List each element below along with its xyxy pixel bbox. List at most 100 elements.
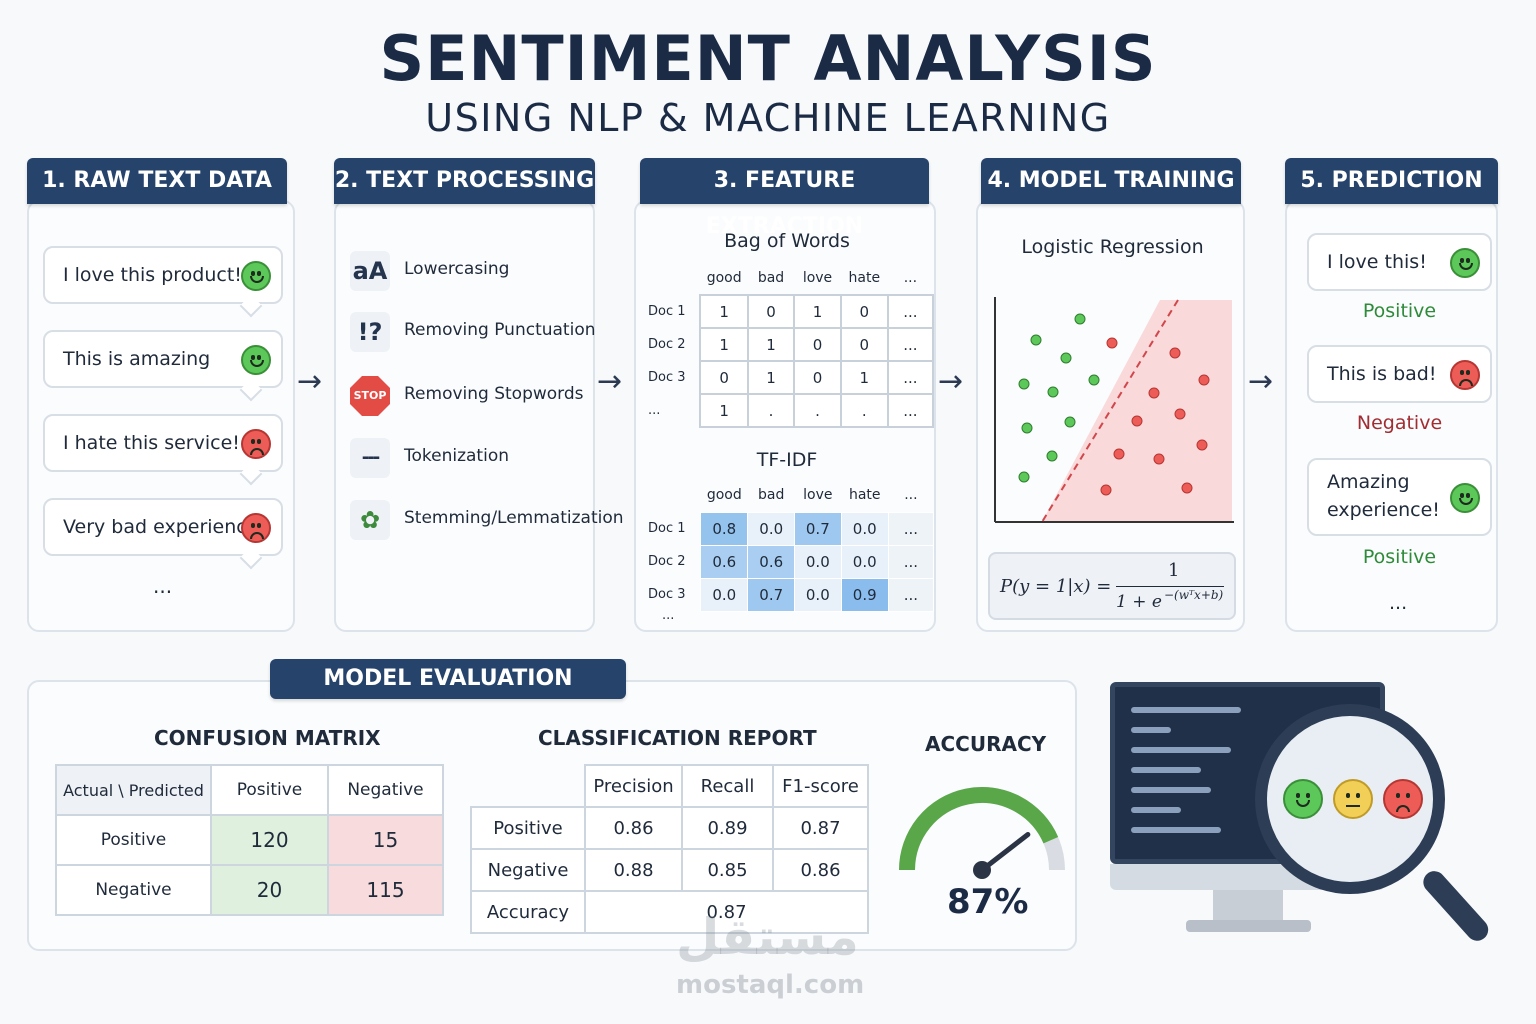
cr-cell: 0.86 xyxy=(584,806,683,850)
cell: 0 xyxy=(746,294,796,329)
cell: 0.7 xyxy=(793,511,842,546)
prediction-text: This is bad! xyxy=(1327,363,1437,385)
evaluation-card: CONFUSION MATRIX Actual \ Predicted Posi… xyxy=(27,680,1077,951)
cm-corner: Actual \ Predicted xyxy=(55,764,212,816)
cell: ... xyxy=(887,544,935,579)
cell: . xyxy=(839,393,889,428)
raw-text-bubble: This is amazing xyxy=(43,330,283,402)
prediction-card: I love this! Positive This is bad! Negat… xyxy=(1285,200,1498,632)
cell: 1 xyxy=(746,327,796,362)
accuracy-value: 87% xyxy=(947,882,1029,922)
cell: 0.8 xyxy=(700,511,749,546)
prediction-label: Positive xyxy=(1362,546,1437,568)
cell: 0.0 xyxy=(793,577,842,612)
happy-face-icon xyxy=(1450,248,1480,278)
sad-face-icon xyxy=(1450,360,1480,390)
lowercase-icon: aA xyxy=(350,251,390,291)
confusion-matrix: Actual \ Predicted Positive Negative Pos… xyxy=(55,764,444,916)
cell: 0 xyxy=(793,327,842,362)
processing-label: Tokenization xyxy=(404,446,509,466)
cell: 1 xyxy=(793,294,842,329)
classification-report: Precision Recall F1-score Positive 0.86 … xyxy=(470,764,869,934)
raw-text-card: I love this product! This is amazing I h… xyxy=(27,200,295,632)
arrow-right-icon: → xyxy=(938,364,964,399)
tfidf-col-header: good xyxy=(706,487,742,504)
cell: 0.6 xyxy=(747,544,795,579)
punctuation-icon: !? xyxy=(350,312,390,352)
row-label: Doc 1 xyxy=(648,304,686,319)
happy-face-icon xyxy=(241,345,271,375)
prediction-ellipsis: ... xyxy=(1389,592,1408,614)
magnifier-icon xyxy=(1255,704,1445,894)
row-label: ... xyxy=(648,403,661,418)
raw-ellipsis: ... xyxy=(153,574,173,598)
happy-face-icon xyxy=(241,261,271,291)
prediction-bubble: I love this! xyxy=(1307,233,1492,291)
cr-col-header: Recall xyxy=(681,764,774,808)
cell: 0 xyxy=(699,360,749,395)
cr-row-label: Negative xyxy=(470,848,586,892)
prediction-label: Positive xyxy=(1362,300,1437,322)
cell: 0.7 xyxy=(747,577,795,612)
table-row: ... 1...... xyxy=(646,393,935,428)
model-training-card: Logistic Regression P(y = 1|x) = 1 1 + e… xyxy=(976,200,1245,632)
accuracy-title: ACCURACY xyxy=(925,732,1047,756)
cell: 0.0 xyxy=(700,577,749,612)
cell: 0.0 xyxy=(840,511,889,546)
prediction-bubble: This is bad! xyxy=(1307,345,1492,403)
cell: 0.6 xyxy=(700,544,749,579)
arrow-right-icon: → xyxy=(297,364,323,399)
cell: 0 xyxy=(839,327,889,362)
table-row: Doc 2 1 1 0 0... xyxy=(646,327,935,362)
processing-label: Removing Stopwords xyxy=(404,384,584,404)
bow-col-header: bad xyxy=(757,270,785,286)
bow-col-header: hate xyxy=(848,270,881,286)
formula-exponent: −(wᵀx+b) xyxy=(1164,588,1224,602)
raw-text: This is amazing xyxy=(63,348,211,370)
tfidf-title: TF-IDF xyxy=(756,449,818,471)
decision-boundary-plot xyxy=(994,297,1234,523)
table-row: Doc 2 0.6 0.6 0.0 0.0... xyxy=(646,544,935,579)
row-label: Doc 2 xyxy=(648,337,686,352)
cr-row-label: Accuracy xyxy=(470,890,586,934)
table-row: Positive 120 15 xyxy=(55,814,444,866)
cm-col-header: Positive xyxy=(210,764,329,816)
table-row: Negative 20 115 xyxy=(55,864,444,916)
cell: 1 xyxy=(839,360,889,395)
positive-points xyxy=(1018,313,1100,483)
processing-label: Stemming/Lemmatization xyxy=(404,508,624,528)
row-label: Doc 3 xyxy=(648,587,686,602)
page-title: SENTIMENT ANALYSIS xyxy=(379,22,1157,95)
cell: ... xyxy=(886,327,935,362)
raw-text: I hate this service! xyxy=(63,432,240,454)
cr-col-header: Precision xyxy=(584,764,683,808)
prediction-label: Negative xyxy=(1356,412,1443,434)
cm-col-header: Negative xyxy=(327,764,444,816)
happy-face-icon xyxy=(1283,779,1323,819)
sad-face-icon xyxy=(1383,779,1423,819)
cell: ... xyxy=(886,393,935,428)
step-header-raw: 1. RAW TEXT DATA xyxy=(27,158,287,204)
raw-text-bubble: I hate this service! xyxy=(43,414,283,486)
stop-sign-icon: STOP xyxy=(350,376,390,416)
cr-cell: 0.88 xyxy=(584,848,683,892)
row-label: Doc 3 xyxy=(648,370,686,385)
cell: 0 xyxy=(793,360,842,395)
sad-face-icon xyxy=(241,513,271,543)
cell: 1 xyxy=(699,294,749,329)
cell: . xyxy=(746,393,796,428)
text-processing-card: aA Lowercasing !? Removing Punctuation S… xyxy=(334,200,624,632)
formula-denominator: 1 + e xyxy=(1116,592,1162,612)
cr-cell: 0.87 xyxy=(772,806,869,850)
cr-row-label: Positive xyxy=(470,806,586,850)
tfidf-table: good bad love hate... Doc 1 0.8 0.0 0.7 0.0... … xyxy=(646,479,935,612)
tokenize-icon: --- xyxy=(350,438,390,478)
bow-col-header: good xyxy=(706,270,742,286)
classification-report-title: CLASSIFICATION REPORT xyxy=(538,726,817,750)
happy-face-icon xyxy=(1450,483,1480,513)
step-header-training: 4. MODEL TRAINING xyxy=(981,158,1241,204)
cell: 1 xyxy=(699,393,749,428)
cm-cell: 15 xyxy=(327,814,444,866)
